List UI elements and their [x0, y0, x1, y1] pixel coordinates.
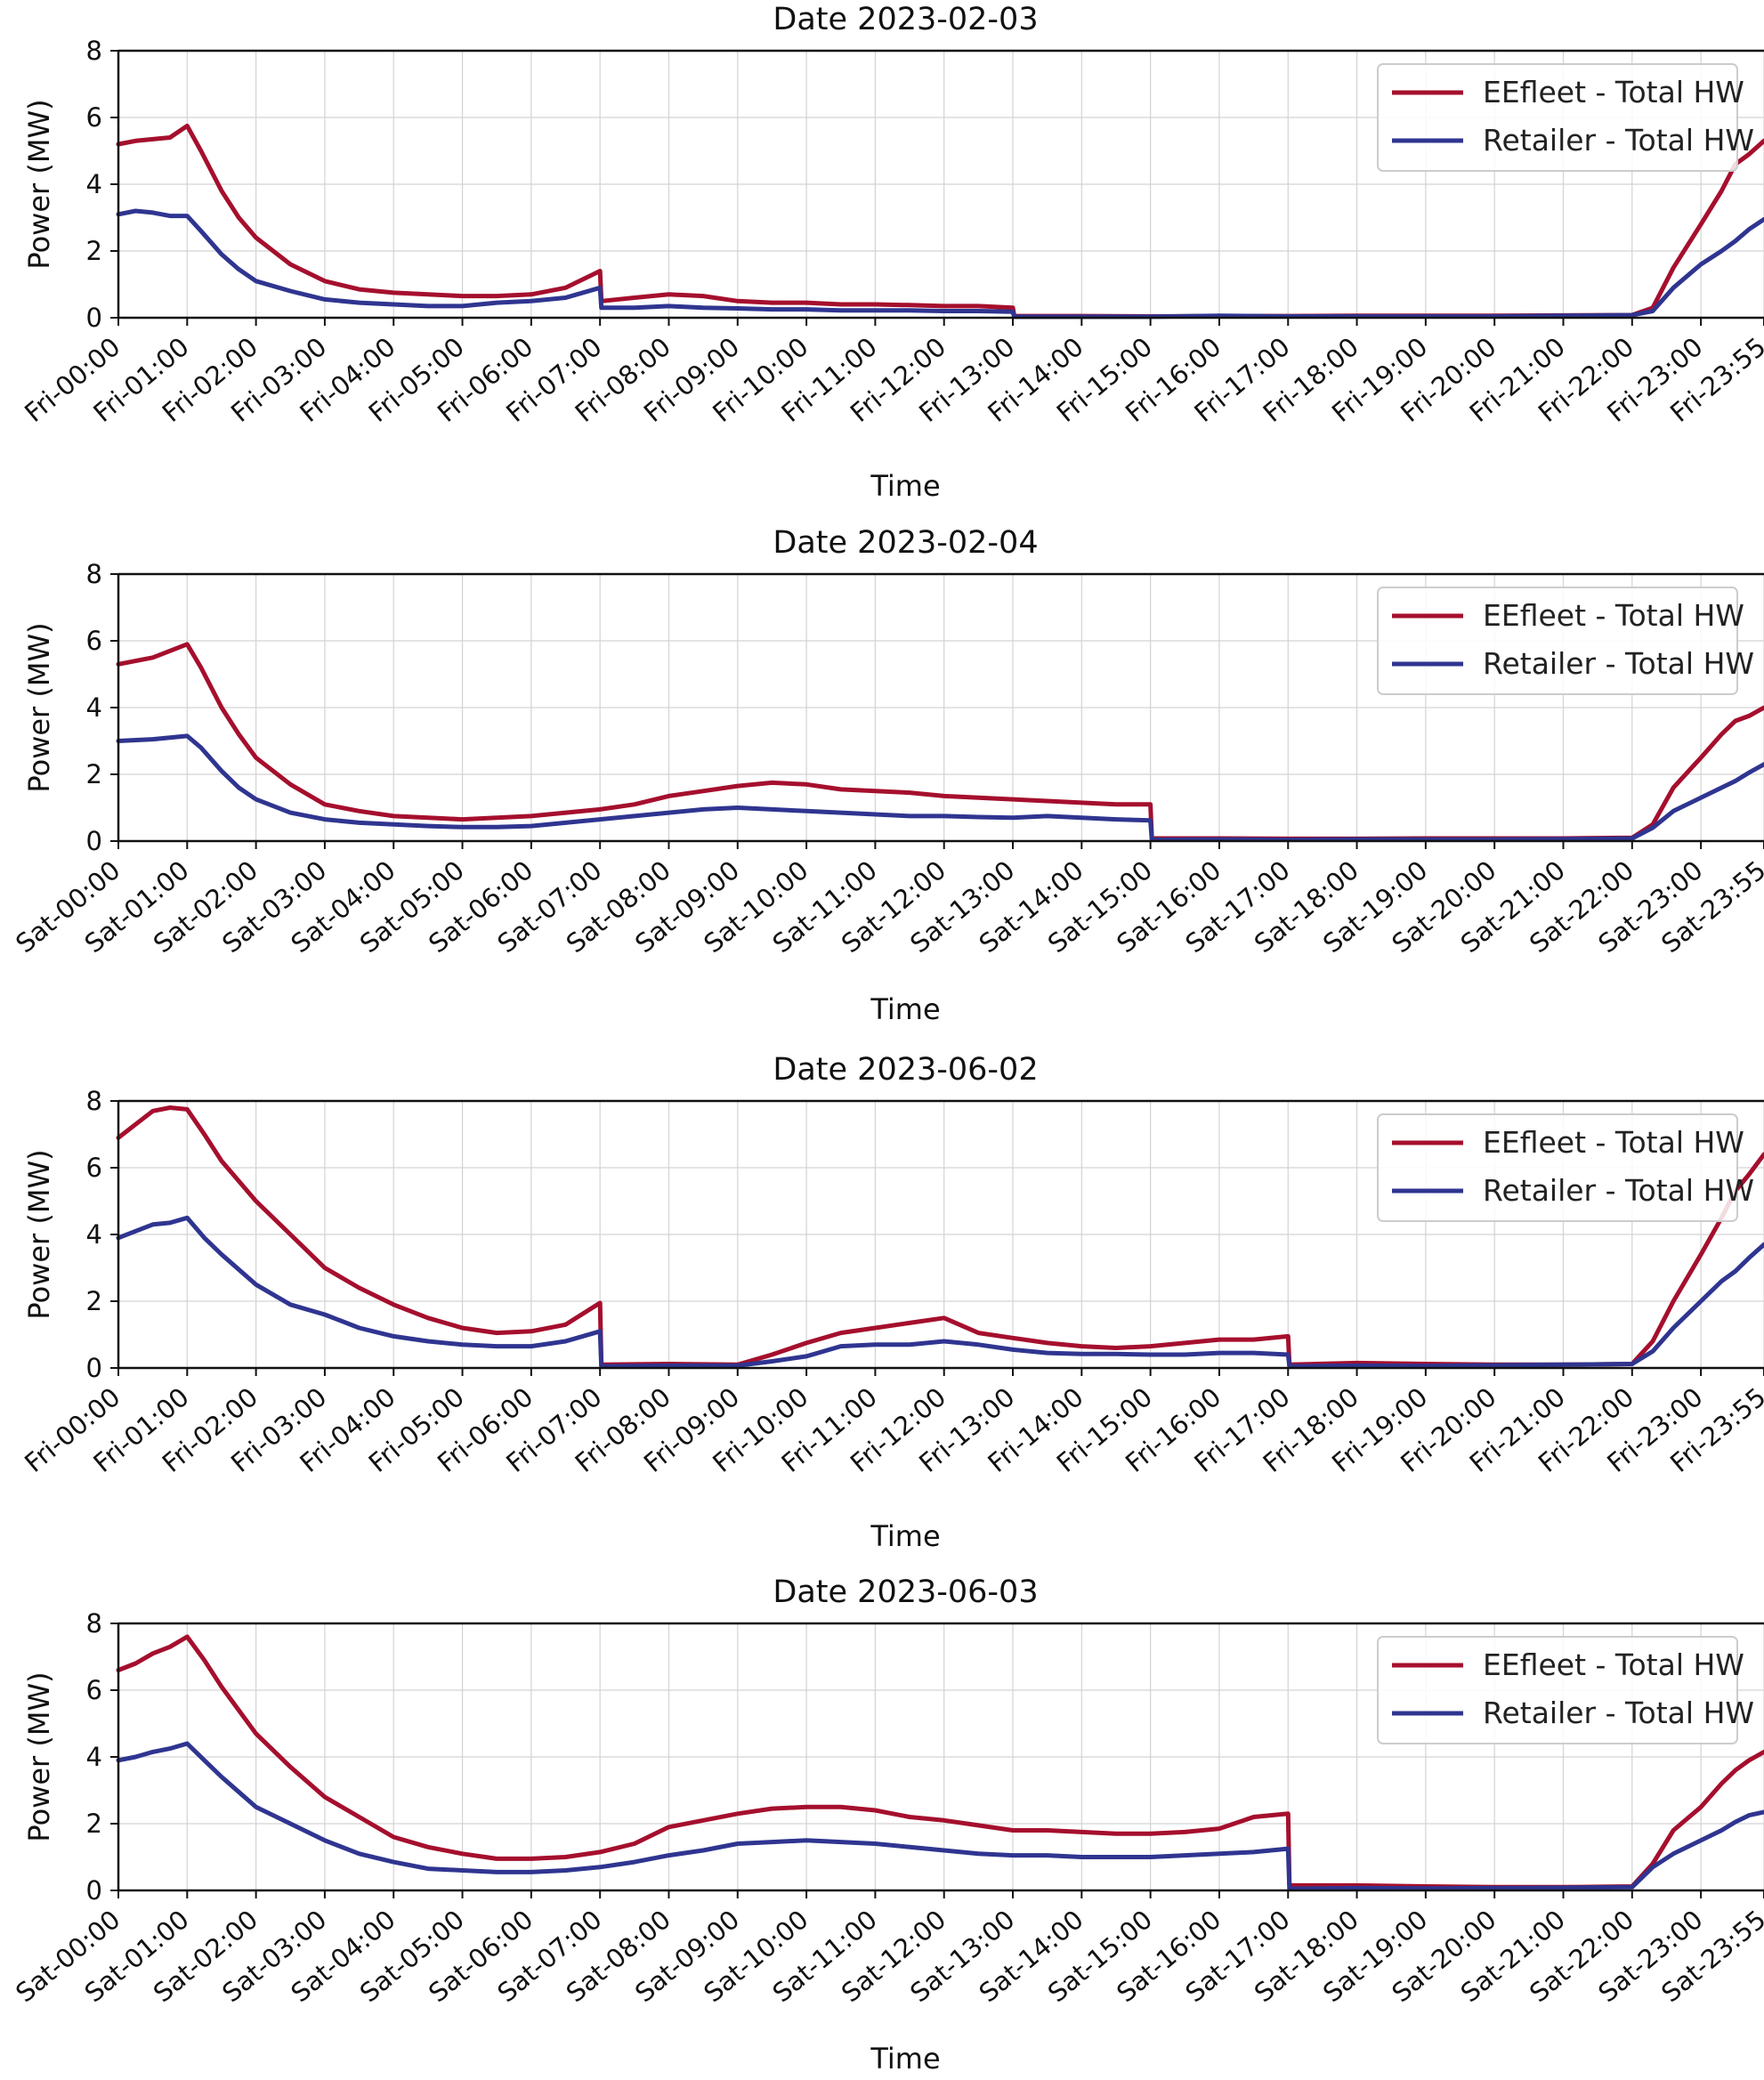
- chart-panel-3: 02468Fri-00:00Fri-01:00Fri-02:00Fri-03:0…: [19, 1052, 1764, 1553]
- series-line-retailer: [116, 1215, 1764, 1369]
- grid: [117, 1101, 1764, 1368]
- legend-label: Retailer - Total HW: [1483, 1696, 1754, 1730]
- series-group: [116, 123, 1764, 320]
- y-tick-label: 0: [86, 826, 102, 856]
- chart-title: Date 2023-02-04: [773, 525, 1038, 561]
- y-tick-label: 2: [86, 759, 102, 789]
- y-tick-label: 0: [86, 1353, 102, 1383]
- legend-box: [1377, 587, 1738, 695]
- y-tick-label: 8: [86, 559, 102, 589]
- y-tick-label: 4: [86, 1742, 102, 1772]
- y-tick-label: 2: [86, 1286, 102, 1316]
- legend: EEfleet - Total HW Retailer - Total HW: [1377, 1636, 1754, 1744]
- y-tick-label: 8: [86, 36, 102, 66]
- legend-box: [1377, 63, 1738, 172]
- y-tick-label: 0: [86, 303, 102, 333]
- y-tick-label: 2: [86, 1809, 102, 1839]
- legend: EEfleet - Total HW Retailer - Total HW: [1377, 63, 1754, 172]
- legend-label: Retailer - Total HW: [1483, 123, 1754, 158]
- legend-label: EEfleet - Total HW: [1483, 1125, 1744, 1160]
- legend-label: EEfleet - Total HW: [1483, 1647, 1744, 1682]
- y-tick-label: 4: [86, 1219, 102, 1250]
- series-group: [116, 642, 1764, 842]
- chart-title: Date 2023-02-03: [773, 2, 1038, 37]
- legend-label: Retailer - Total HW: [1483, 646, 1754, 681]
- x-axis-label: Time: [870, 992, 940, 1026]
- y-tick-label: 6: [86, 626, 102, 656]
- series-line-retailer: [116, 208, 1764, 320]
- y-tick-label: 8: [86, 1086, 102, 1116]
- y-axis-label: Power (MW): [22, 99, 56, 269]
- x-axis-label: Time: [870, 469, 940, 503]
- legend: EEfleet - Total HW Retailer - Total HW: [1377, 587, 1754, 695]
- y-tick-label: 8: [86, 1608, 102, 1639]
- grid: [117, 51, 1764, 318]
- series-line-retailer: [116, 733, 1764, 842]
- x-axis-label: Time: [870, 1519, 940, 1553]
- y-tick-label: 6: [86, 1153, 102, 1183]
- y-axis-label: Power (MW): [22, 622, 56, 792]
- y-tick-label: 2: [86, 236, 102, 266]
- legend-label: Retailer - Total HW: [1483, 1173, 1754, 1208]
- y-tick-label: 0: [86, 1875, 102, 1906]
- chart-panel-2: 02468Sat-00:00Sat-01:00Sat-02:00Sat-03:0…: [10, 525, 1764, 1026]
- y-axis-label: Power (MW): [22, 1149, 56, 1319]
- y-tick-label: 4: [86, 169, 102, 199]
- x-axis-label: Time: [870, 2042, 940, 2076]
- chart-panel-4: 02468Sat-00:00Sat-01:00Sat-02:00Sat-03:0…: [10, 1574, 1764, 2076]
- series-line-retailer: [116, 1741, 1764, 1891]
- y-tick-label: 4: [86, 692, 102, 723]
- legend-label: EEfleet - Total HW: [1483, 598, 1744, 633]
- chart-title: Date 2023-06-03: [773, 1574, 1038, 1610]
- y-tick-label: 6: [86, 1675, 102, 1705]
- series-group: [116, 1105, 1764, 1369]
- y-axis-label: Power (MW): [22, 1671, 56, 1841]
- legend-box: [1377, 1636, 1738, 1744]
- legend-box: [1377, 1113, 1738, 1222]
- series-group: [116, 1634, 1764, 1891]
- legend-label: EEfleet - Total HW: [1483, 75, 1744, 109]
- legend: EEfleet - Total HW Retailer - Total HW: [1377, 1113, 1754, 1222]
- chart-title: Date 2023-06-02: [773, 1052, 1038, 1088]
- y-tick-label: 6: [86, 102, 102, 133]
- chart-panel-1: 02468Fri-00:00Fri-01:00Fri-02:00Fri-03:0…: [19, 2, 1764, 503]
